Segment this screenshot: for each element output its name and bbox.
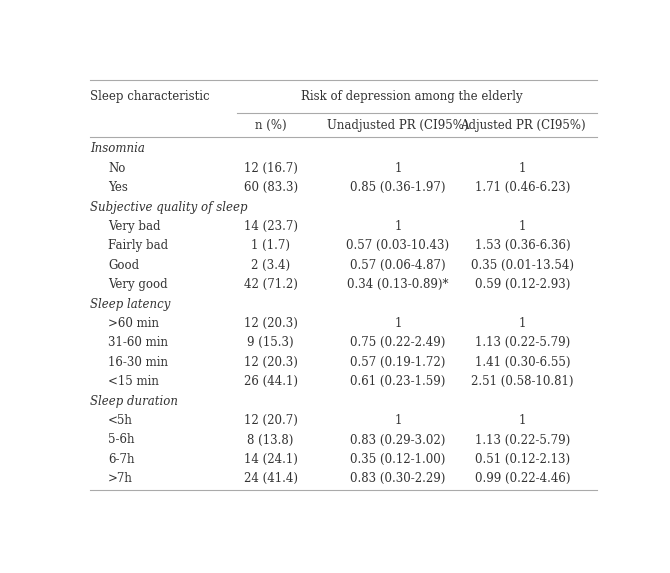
Text: 1.41 (0.30-6.55): 1.41 (0.30-6.55): [475, 356, 570, 369]
Text: 31-60 min: 31-60 min: [108, 336, 168, 350]
Text: 0.57 (0.03-10.43): 0.57 (0.03-10.43): [346, 240, 450, 252]
Text: Risk of depression among the elderly: Risk of depression among the elderly: [302, 90, 523, 103]
Text: 1.13 (0.22-5.79): 1.13 (0.22-5.79): [475, 336, 570, 350]
Text: 12 (20.3): 12 (20.3): [244, 356, 297, 369]
Text: 60 (83.3): 60 (83.3): [244, 181, 297, 194]
Text: 0.57 (0.19-1.72): 0.57 (0.19-1.72): [350, 356, 446, 369]
Text: 26 (44.1): 26 (44.1): [244, 375, 297, 388]
Text: Subjective quality of sleep: Subjective quality of sleep: [90, 201, 247, 214]
Text: Sleep characteristic: Sleep characteristic: [90, 90, 210, 103]
Text: 12 (20.3): 12 (20.3): [244, 317, 297, 330]
Text: 5-6h: 5-6h: [108, 434, 135, 446]
Text: 1: 1: [519, 162, 526, 175]
Text: Sleep latency: Sleep latency: [90, 297, 170, 311]
Text: 16-30 min: 16-30 min: [108, 356, 168, 369]
Text: Yes: Yes: [108, 181, 128, 194]
Text: n (%): n (%): [255, 119, 287, 132]
Text: 14 (24.1): 14 (24.1): [244, 453, 297, 466]
Text: 0.57 (0.06-4.87): 0.57 (0.06-4.87): [350, 259, 446, 272]
Text: Very good: Very good: [108, 278, 168, 291]
Text: 2.51 (0.58-10.81): 2.51 (0.58-10.81): [471, 375, 574, 388]
Text: 0.35 (0.01-13.54): 0.35 (0.01-13.54): [471, 259, 574, 272]
Text: 0.35 (0.12-1.00): 0.35 (0.12-1.00): [350, 453, 446, 466]
Text: Fairly bad: Fairly bad: [108, 240, 168, 252]
Text: 0.83 (0.30-2.29): 0.83 (0.30-2.29): [350, 472, 446, 485]
Text: Unadjusted PR (CI95%): Unadjusted PR (CI95%): [327, 119, 468, 132]
Text: No: No: [108, 162, 125, 175]
Text: 0.34 (0.13-0.89)*: 0.34 (0.13-0.89)*: [347, 278, 449, 291]
Text: 9 (15.3): 9 (15.3): [247, 336, 294, 350]
Text: 1.71 (0.46-6.23): 1.71 (0.46-6.23): [475, 181, 570, 194]
Text: 8 (13.8): 8 (13.8): [247, 434, 294, 446]
Text: 1: 1: [394, 162, 401, 175]
Text: 6-7h: 6-7h: [108, 453, 135, 466]
Text: 14 (23.7): 14 (23.7): [244, 220, 297, 233]
Text: 0.99 (0.22-4.46): 0.99 (0.22-4.46): [475, 472, 570, 485]
Text: 1.13 (0.22-5.79): 1.13 (0.22-5.79): [475, 434, 570, 446]
Text: 1: 1: [394, 414, 401, 427]
Text: 0.51 (0.12-2.13): 0.51 (0.12-2.13): [475, 453, 570, 466]
Text: Sleep duration: Sleep duration: [90, 395, 178, 407]
Text: Good: Good: [108, 259, 139, 272]
Text: Very bad: Very bad: [108, 220, 161, 233]
Text: 12 (20.7): 12 (20.7): [244, 414, 297, 427]
Text: 1: 1: [394, 220, 401, 233]
Text: <5h: <5h: [108, 414, 133, 427]
Text: 0.59 (0.12-2.93): 0.59 (0.12-2.93): [475, 278, 570, 291]
Text: 1: 1: [519, 414, 526, 427]
Text: Adjusted PR (CI95%): Adjusted PR (CI95%): [460, 119, 586, 132]
Text: 1: 1: [394, 317, 401, 330]
Text: 0.75 (0.22-2.49): 0.75 (0.22-2.49): [350, 336, 446, 350]
Text: 42 (71.2): 42 (71.2): [244, 278, 297, 291]
Text: 1: 1: [519, 317, 526, 330]
Text: 0.83 (0.29-3.02): 0.83 (0.29-3.02): [350, 434, 446, 446]
Text: 0.61 (0.23-1.59): 0.61 (0.23-1.59): [350, 375, 446, 388]
Text: 2 (3.4): 2 (3.4): [251, 259, 290, 272]
Text: 0.85 (0.36-1.97): 0.85 (0.36-1.97): [350, 181, 446, 194]
Text: Insomnia: Insomnia: [90, 142, 145, 155]
Text: 12 (16.7): 12 (16.7): [244, 162, 297, 175]
Text: >7h: >7h: [108, 472, 133, 485]
Text: <15 min: <15 min: [108, 375, 159, 388]
Text: 1.53 (0.36-6.36): 1.53 (0.36-6.36): [475, 240, 570, 252]
Text: 1 (1.7): 1 (1.7): [251, 240, 290, 252]
Text: >60 min: >60 min: [108, 317, 159, 330]
Text: 24 (41.4): 24 (41.4): [244, 472, 297, 485]
Text: 1: 1: [519, 220, 526, 233]
